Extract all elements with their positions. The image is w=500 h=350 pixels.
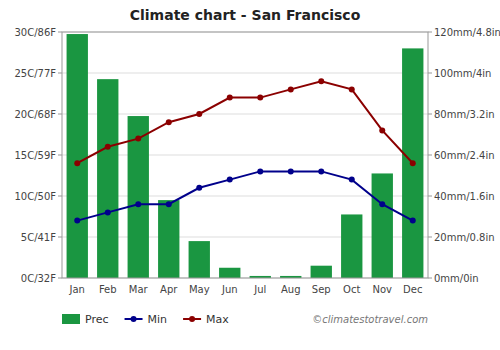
tick — [58, 237, 62, 238]
bar — [97, 79, 118, 278]
tick-label: 40mm/1.6in — [434, 191, 495, 202]
bar — [189, 241, 210, 278]
tick-label: 60mm/2.4in — [434, 150, 495, 161]
category-label: Aug — [281, 284, 301, 295]
tick — [58, 32, 62, 33]
category-label: Feb — [99, 284, 117, 295]
tick-label: 20mm/0.8in — [434, 232, 495, 243]
marker — [318, 78, 324, 84]
marker — [105, 209, 111, 215]
marker — [196, 111, 202, 117]
legend: Prec Min Max — [62, 313, 229, 326]
tick — [58, 278, 62, 279]
tick-label: 30C/86F — [14, 27, 56, 38]
bar — [372, 173, 393, 278]
tick-label: 20C/68F — [14, 109, 56, 120]
legend-marker — [189, 316, 195, 322]
tick-label: 80mm/3.2in — [434, 109, 495, 120]
marker — [166, 119, 172, 125]
marker — [257, 168, 263, 174]
marker — [135, 136, 141, 142]
marker — [257, 95, 263, 101]
grid — [62, 32, 428, 278]
tick — [428, 155, 432, 156]
category-label: Jul — [253, 284, 266, 295]
marker — [288, 168, 294, 174]
marker — [105, 144, 111, 150]
category-label: Jun — [221, 284, 238, 295]
marker — [135, 201, 141, 207]
tick-label: 5C/41F — [21, 232, 56, 243]
category-label: Jan — [69, 284, 85, 295]
plot-frame — [62, 32, 428, 278]
category-label: Oct — [343, 284, 360, 295]
legend-label: Prec — [85, 313, 109, 326]
line — [77, 171, 413, 220]
legend-item: Max — [183, 313, 229, 326]
category-label: Mar — [129, 284, 149, 295]
tick-label: 120mm/4.8in — [434, 27, 500, 38]
bar — [67, 34, 88, 278]
marker — [410, 160, 416, 166]
title: Climate chart - San Francisco — [130, 7, 361, 23]
tick — [58, 73, 62, 74]
legend-swatch — [62, 314, 80, 324]
category-label: Dec — [403, 284, 422, 295]
bar — [158, 200, 179, 278]
tick — [58, 196, 62, 197]
marker — [410, 218, 416, 224]
category-label: May — [189, 284, 210, 295]
legend-label: Max — [206, 313, 229, 326]
tick-label: 10C/50F — [14, 191, 56, 202]
grid-line — [62, 73, 428, 74]
category-label: Sep — [312, 284, 331, 295]
annotation: ©climatestotravel.com — [312, 314, 428, 325]
marks — [67, 34, 424, 278]
bar — [311, 266, 332, 278]
marker — [166, 201, 172, 207]
legend-item: Min — [125, 313, 168, 326]
marker — [227, 95, 233, 101]
tick — [58, 155, 62, 156]
marker — [379, 201, 385, 207]
tick — [428, 32, 432, 33]
marker — [74, 160, 80, 166]
legend-item: Prec — [62, 313, 109, 326]
chart: Climate chart - San Francisco 0C/32F 5C/41… — [0, 0, 500, 350]
marker — [379, 127, 385, 133]
marker — [349, 86, 355, 92]
x-axis: Jan Feb Mar Apr May Jun Jul Aug Sep Oct Nov Dec — [69, 284, 423, 295]
y2-axis: 0mm/0in 20mm/0.8in 40mm/1.6in 60mm/2.4in 80m… — [428, 27, 500, 284]
bar — [402, 48, 423, 278]
tick — [428, 237, 432, 238]
category-label: Nov — [372, 284, 392, 295]
legend-marker — [131, 316, 137, 322]
tick-label: 0mm/0in — [434, 273, 479, 284]
y-axis: 0C/32F 5C/41F 10C/50F 15C/59F 20C/68F 25C/77F… — [14, 27, 62, 284]
tick — [428, 278, 432, 279]
tick-label: 15C/59F — [14, 150, 56, 161]
category-label: Apr — [160, 284, 178, 295]
line — [77, 81, 413, 163]
marker — [74, 218, 80, 224]
tick — [58, 114, 62, 115]
marker — [318, 168, 324, 174]
tick — [428, 73, 432, 74]
tick-label: 0C/32F — [21, 273, 56, 284]
legend-label: Min — [148, 313, 168, 326]
bar — [341, 214, 362, 278]
tick — [428, 114, 432, 115]
marker — [196, 185, 202, 191]
tick-label: 100mm/4in — [434, 68, 491, 79]
tick-label: 25C/77F — [14, 68, 56, 79]
bar — [219, 268, 240, 278]
marker — [227, 177, 233, 183]
tick — [428, 196, 432, 197]
marker — [349, 177, 355, 183]
marker — [288, 86, 294, 92]
